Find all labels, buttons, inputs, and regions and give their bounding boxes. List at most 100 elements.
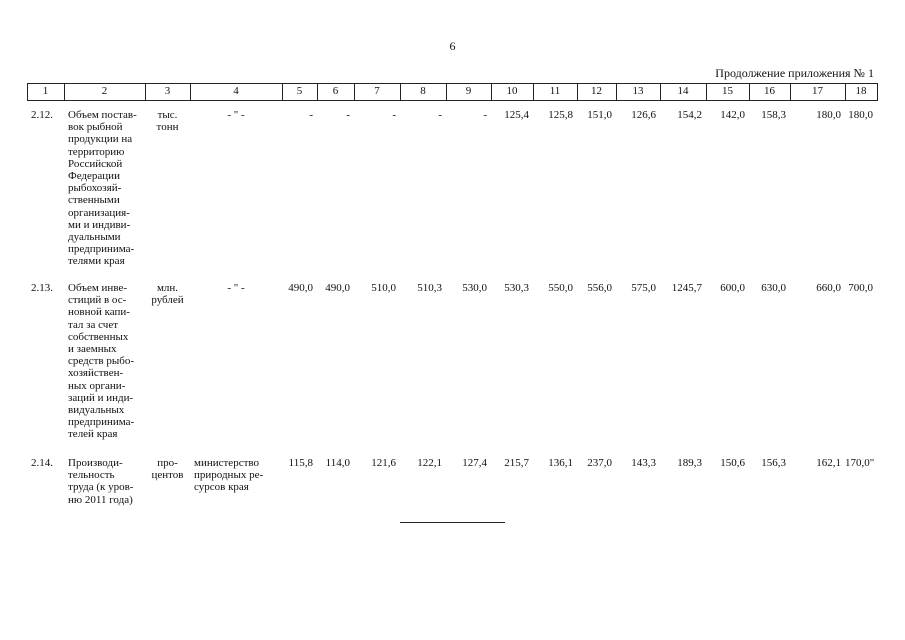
cell-line: новной капи- — [68, 306, 130, 319]
cell-line: ственными — [68, 194, 120, 207]
value-cell: 158,3 — [761, 109, 786, 121]
page-number: 6 — [449, 39, 456, 53]
header-cell: 3 — [164, 85, 171, 97]
value-cell: 1245,7 — [671, 282, 702, 294]
value-cell: 143,3 — [631, 457, 656, 469]
value-cell: 180,0 — [848, 109, 873, 121]
value-cell: - — [346, 109, 350, 121]
header-cell: 14 — [677, 85, 689, 97]
cell-line: территорию — [68, 145, 125, 158]
value-cell: - — [309, 109, 313, 121]
header-border — [27, 83, 877, 84]
column-border — [317, 83, 318, 100]
column-border — [27, 83, 28, 100]
caption: Продолжение приложения № 1 — [715, 66, 874, 80]
value-cell: 125,8 — [548, 109, 573, 121]
value-cell: 490,0 — [325, 282, 350, 294]
cell-line: природных ре- — [194, 469, 264, 482]
header-cell: 5 — [296, 85, 303, 97]
cell-line: млн. — [156, 282, 179, 294]
column-border — [491, 83, 492, 100]
cell-line: видуальных — [68, 404, 125, 416]
row-number: 2.14. — [31, 457, 53, 469]
cell-line: Производи- — [68, 457, 123, 469]
header-cell: 18 — [855, 85, 867, 97]
value-cell: 136,1 — [548, 457, 573, 469]
value-cell: 660,0 — [816, 282, 841, 294]
header-cell: 17 — [812, 85, 823, 97]
cell-line: предпринима- — [68, 243, 135, 256]
value-cell: 530,3 — [504, 282, 529, 294]
value-cell: 215,7 — [504, 457, 529, 469]
value-cell: 550,0 — [548, 282, 573, 294]
value-cell: 162,1 — [816, 457, 841, 469]
value-cell: 154,2 — [677, 109, 702, 121]
cell-line: Объем постав- — [68, 109, 137, 121]
column-border — [845, 83, 846, 100]
cell-line: телями края — [68, 255, 125, 268]
cell-line: - " - — [227, 282, 245, 294]
cell-line: рублей — [151, 294, 184, 307]
column-border — [790, 83, 791, 100]
header-cell: 11 — [549, 85, 561, 97]
row-number: 2.13. — [31, 282, 53, 294]
column-border — [190, 83, 191, 100]
cell-line: тельность — [68, 469, 115, 482]
cell-line: дуальными — [68, 231, 121, 243]
column-border — [64, 83, 65, 100]
header-cell: 4 — [233, 85, 239, 97]
column-border — [877, 83, 878, 100]
column-border — [616, 83, 617, 100]
cell-line: тонн — [156, 121, 179, 134]
cell-line: заций и инди- — [68, 391, 134, 404]
header-cell: 1 — [42, 85, 49, 97]
column-border — [446, 83, 447, 100]
column-border — [533, 83, 534, 100]
value-cell: 600,0 — [720, 282, 745, 294]
value-cell: - — [392, 109, 396, 121]
header-cell: 6 — [332, 85, 339, 97]
cell-line: про- — [157, 457, 178, 469]
cell-line: тыс. — [157, 109, 178, 121]
value-cell: 126,6 — [631, 109, 656, 121]
value-cell: 156,3 — [761, 457, 786, 469]
value-cell: - — [483, 109, 487, 121]
cell-line: министерство — [194, 457, 260, 469]
cell-line: ми и индиви- — [68, 218, 131, 231]
header-cell: 15 — [722, 85, 733, 97]
value-cell: 127,4 — [462, 457, 487, 469]
cell-line: - " - — [227, 109, 245, 121]
value-cell: 700,0 — [848, 282, 873, 294]
header-cell: 2 — [101, 85, 108, 97]
cell-line: продукции на — [68, 133, 133, 146]
value-cell: 575,0 — [631, 282, 656, 294]
cell-line: рыбохозяй- — [68, 182, 122, 195]
value-cell: 490,0 — [288, 282, 313, 294]
column-border — [400, 83, 401, 100]
cell-line: собственных — [68, 330, 129, 343]
value-cell: 121,6 — [371, 457, 396, 469]
cell-line: сурсов края — [194, 481, 249, 494]
value-cell: 556,0 — [587, 282, 612, 294]
value-cell: 170,0" — [845, 457, 875, 469]
header-cell: 9 — [465, 85, 472, 97]
cell-line: ню 2011 года) — [68, 493, 133, 506]
cell-line: тал за счет — [68, 318, 119, 331]
cell-line: предпринима- — [68, 416, 135, 429]
cell-line: ных органи- — [68, 379, 126, 392]
value-cell: 122,1 — [417, 457, 442, 469]
column-border — [706, 83, 707, 100]
cell-line: вок рыбной — [68, 121, 123, 134]
cell-line: Российской — [68, 157, 123, 170]
footnote-rule — [400, 522, 505, 523]
value-cell: 237,0 — [587, 457, 612, 469]
value-cell: 630,0 — [761, 282, 786, 294]
cell-line: Объем инве- — [68, 282, 127, 294]
row-number: 2.12. — [31, 109, 53, 121]
header-cell: 7 — [374, 85, 380, 97]
cell-line: телей края — [68, 428, 118, 441]
header-cell: 12 — [591, 85, 602, 97]
header-border — [27, 100, 878, 101]
cell-line: труда (к уров- — [68, 481, 134, 494]
